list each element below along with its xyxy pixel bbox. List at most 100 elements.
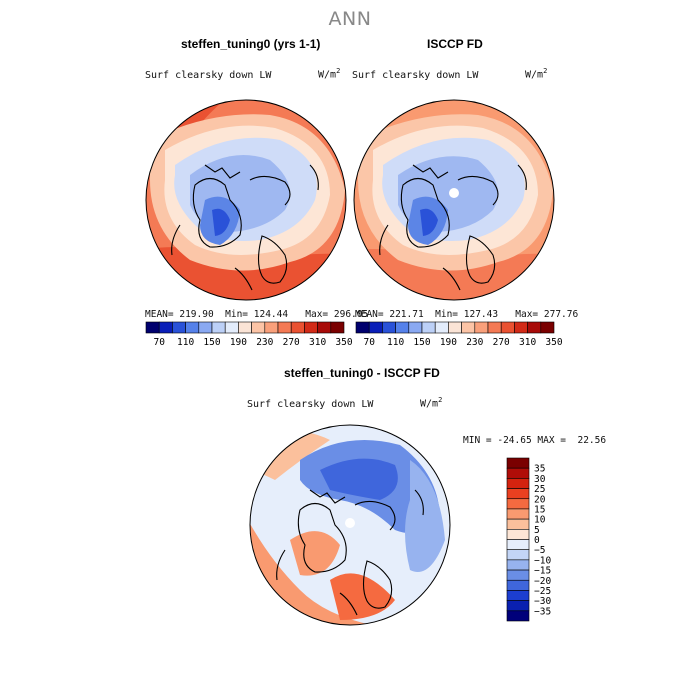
diff-colorbar-swatch [506,610,530,622]
obs-colorbar-swatch [355,321,370,334]
diff-colorbar-tick-label: −25 [534,586,551,597]
obs-colorbar-swatch [514,321,528,334]
model-stats: MEAN= 219.90 Min= 124.44 Max= 296.05 [145,309,369,320]
model-colorbar-tick-label: 270 [283,337,300,348]
obs-colorbar-swatch [421,321,436,334]
obs-colorbar-swatch [527,321,542,334]
field-greenland-core [420,208,438,236]
model-colorbar-tick-label: 310 [309,337,326,348]
diff-colorbar-tick-label: −35 [534,606,551,617]
model-colorbar: 70 110 150 190 230 270 310 350 [145,321,353,348]
obs-colorbar-swatch [434,321,449,334]
model-colorbar-tick-label: 350 [335,337,352,348]
model-colorbar-tick-label: 70 [153,337,165,348]
obs-colorbar-swatch [408,321,423,334]
diff-colorbar-swatch [506,467,530,479]
obs-colorbar-tick-label: 270 [493,337,510,348]
diff-colorbar-swatch [506,498,530,510]
diff-map [250,425,450,625]
diff-colorbar-tick-label: 20 [534,494,546,505]
diff-colorbar-swatch [506,488,530,500]
diff-colorbar-swatch [506,579,530,591]
model-colorbar-swatch [304,321,318,334]
diff-colorbar-tick-label: 15 [534,504,545,515]
obs-map [354,100,554,300]
obs-panel-title: ISCCP FD [427,37,483,51]
field-warm-greenland [290,531,340,576]
obs-colorbar-tick-label: 190 [440,337,457,348]
coastlines [171,164,319,291]
diff-colorbar-tick-label: 0 [534,535,540,546]
diff-colorbar-tick-label: 5 [534,525,540,536]
pole-hole [345,518,355,528]
model-colorbar-swatch [145,321,160,334]
field-greenland-core [212,208,230,236]
obs-colorbar-tick-label: 230 [466,337,483,348]
obs-colorbar-swatch [474,321,489,334]
obs-variable-label: Surf clearsky down LW [352,70,479,81]
model-colorbar-swatch [158,321,173,334]
model-colorbar-swatch [264,321,279,334]
diff-colorbar-swatch [506,559,530,571]
obs-colorbar-tick-label: 350 [545,337,562,348]
field-cool-east [405,460,445,572]
model-colorbar-tick-label: 230 [256,337,273,348]
diff-colorbar-swatch [506,600,530,612]
model-colorbar-swatch [198,321,213,334]
diff-map-border [249,424,451,626]
obs-colorbar-swatch [382,321,396,334]
diff-colorbar-tick-label: 10 [534,515,546,526]
diff-colorbar-swatch [506,518,530,530]
diff-colorbar-tick-label: −30 [534,596,551,607]
coastlines [276,489,424,616]
model-units-label: W/m2 [318,67,341,81]
model-panel-title: steffen_tuning0 (yrs 1-1) [181,37,321,51]
diff-colorbar-tick-label: 30 [534,474,546,485]
model-colorbar-tick-label: 150 [203,337,220,348]
model-colorbar-swatch [277,321,292,334]
diff-colorbar-tick-label: −5 [534,545,545,556]
obs-colorbar-swatch [368,321,383,334]
obs-units-label: W/m2 [525,67,548,81]
obs-colorbar-swatch [500,321,515,334]
obs-colorbar-swatch [487,321,502,334]
model-colorbar-swatch [185,321,200,334]
diff-colorbar-swatch [506,508,530,520]
season-title: ANN [328,8,372,30]
model-colorbar-swatch [330,321,345,334]
model-variable-label: Surf clearsky down LW [145,70,272,81]
obs-stats: MEAN= 221.71 Min= 127.43 Max= 277.76 [355,309,579,320]
diff-colorbar-tick-label: −15 [534,566,551,577]
model-colorbar-swatch [224,321,239,334]
obs-colorbar-swatch [448,321,462,334]
diff-colorbar-swatch [506,529,530,540]
diff-colorbar-tick-label: −20 [534,576,551,587]
obs-colorbar-tick-label: 310 [519,337,536,348]
model-colorbar-swatch [172,321,186,334]
model-map [146,100,346,300]
diff-colorbar-swatch [506,478,530,489]
obs-map-border [353,99,555,301]
obs-colorbar-swatch [540,321,555,334]
pole-hole [449,188,459,198]
diff-colorbar-swatch [506,549,530,561]
diff-colorbar-tick-label: −10 [534,555,551,566]
model-colorbar-swatch [317,321,332,334]
diff-stats: MIN = -24.65 MAX = 22.56 [463,435,607,446]
model-colorbar-swatch [290,321,305,334]
field-colder-center [320,458,398,500]
obs-colorbar-tick-label: 150 [413,337,430,348]
model-colorbar-swatch [238,321,252,334]
obs-colorbar-swatch [395,321,410,334]
diff-colorbar-swatch [506,539,530,550]
model-colorbar-swatch [251,321,266,334]
model-colorbar-swatch [211,321,226,334]
obs-colorbar-tick-label: 110 [387,337,404,348]
model-colorbar-tick-label: 190 [230,337,247,348]
obs-colorbar-tick-label: 70 [363,337,375,348]
obs-colorbar: 70 110 150 190 230 270 310 350 [355,321,563,348]
diff-colorbar-tick-label: 25 [534,484,545,495]
diff-units-label: W/m2 [420,396,443,410]
